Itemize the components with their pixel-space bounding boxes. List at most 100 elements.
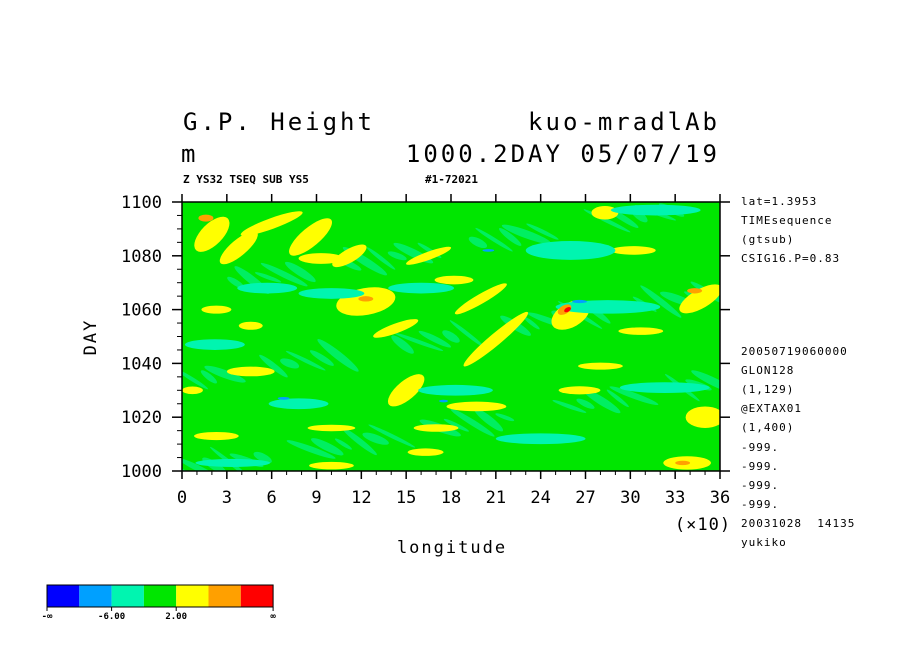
contour-blob	[564, 306, 571, 313]
contour-blob	[332, 244, 367, 268]
texture-streak	[259, 354, 288, 378]
contour-blob	[495, 433, 586, 445]
texture-streak	[495, 413, 515, 422]
contour-blob	[578, 362, 623, 370]
y-tick-label: 1100	[121, 193, 162, 213]
info-line: @EXTAX01	[741, 402, 802, 416]
info-line: TIMEsequence	[741, 214, 833, 228]
contour-blob	[387, 374, 425, 407]
contour-blob	[201, 305, 232, 314]
contour-blob	[555, 300, 661, 314]
texture-streak	[182, 369, 209, 390]
texture-streak	[394, 332, 444, 351]
contour-blob	[373, 319, 419, 338]
texture-streak	[582, 388, 621, 414]
legend-swatch	[47, 585, 80, 607]
texture-streak	[366, 247, 396, 270]
contour-blob	[219, 231, 258, 265]
y-tick-label: 1060	[121, 301, 162, 321]
texture-streak	[342, 427, 377, 456]
x-tick-label: 24	[530, 488, 550, 508]
texture-streak	[200, 370, 217, 384]
contour-blob	[298, 253, 344, 264]
contour-blob	[439, 399, 449, 403]
texture-streak	[468, 236, 488, 249]
texture-streak	[474, 408, 504, 432]
texture-streak	[204, 365, 246, 383]
texture-streak	[368, 424, 416, 448]
contour-blob	[182, 386, 203, 395]
texture-streak	[475, 227, 513, 252]
chart-title: G.P. Height	[183, 108, 375, 136]
color-legend: -∞ -6.00 2.00 ∞	[42, 584, 276, 622]
info-line: (1,129)	[741, 383, 795, 397]
info-line: -999.	[741, 459, 780, 473]
texture-streak	[280, 358, 300, 369]
y-tick-label: 1000	[121, 462, 162, 482]
contour-blob	[446, 401, 507, 412]
x-tick-label: 0	[177, 488, 187, 508]
info-line: (gtsub)	[741, 233, 795, 247]
contour-blob	[572, 299, 587, 304]
legend-swatch	[208, 585, 241, 607]
contour-blob	[610, 246, 656, 255]
contour-blob	[307, 424, 356, 432]
texture-streak	[498, 228, 522, 246]
y-axis-label: DAY	[81, 319, 101, 356]
texture-streak	[391, 335, 414, 354]
texture-streak	[309, 350, 334, 366]
legend-swatch	[176, 585, 209, 607]
contour-blob	[184, 339, 245, 350]
texture-streak	[552, 400, 587, 413]
x-tick-label: 21	[486, 488, 506, 508]
texture-streak	[640, 285, 682, 318]
contour-blob	[618, 327, 664, 335]
texture-streak	[418, 330, 452, 348]
texture-streak	[691, 370, 720, 395]
contour-blob	[195, 458, 271, 467]
info-line: (1,400)	[741, 421, 795, 435]
y-tick-label: 1020	[121, 408, 162, 428]
texture-streak	[523, 316, 540, 330]
contour-blob	[298, 288, 365, 299]
texture-streak	[362, 432, 389, 445]
legend-label: -6.00	[98, 612, 125, 622]
contour-blob	[434, 275, 474, 285]
info-line: -999.	[741, 440, 780, 454]
contour-blob	[482, 249, 495, 252]
info-line: lat=1.3953	[741, 195, 818, 208]
info-line: -999.	[741, 478, 780, 492]
contour-blob	[268, 398, 329, 410]
contour-blob	[679, 284, 720, 314]
texture-streak	[501, 224, 551, 244]
contour-blob	[685, 406, 720, 428]
x-tick-label: 18	[441, 488, 461, 508]
contour-blob	[687, 288, 703, 294]
texture-streak	[182, 458, 218, 471]
x-tick-label: 33	[665, 488, 685, 508]
contour-blob	[463, 311, 529, 367]
info-line: -999.	[741, 497, 780, 511]
contour-blob	[309, 461, 354, 470]
contour-blob	[525, 241, 616, 260]
x-tick-label: 9	[311, 488, 321, 508]
x-tick-label: 6	[267, 488, 277, 508]
x-tick-label: 3	[222, 488, 232, 508]
contour-blob	[358, 296, 374, 302]
contour-blob	[406, 246, 452, 265]
record-subtitle: #1-72021	[425, 173, 478, 186]
texture-streak	[310, 438, 344, 456]
info-line: 20050719060000	[741, 345, 848, 358]
x-axis-multiplier: (×10)	[675, 515, 731, 535]
contour-blob	[388, 282, 454, 294]
info-line: yukiko	[741, 536, 787, 549]
chart-units: m	[181, 140, 199, 168]
legend-label: -∞	[42, 612, 53, 622]
legend-swatch	[240, 585, 274, 607]
x-tick-label: 15	[396, 488, 416, 508]
texture-streak	[254, 272, 282, 283]
contour-blob	[226, 366, 275, 377]
contour-blob	[193, 431, 239, 441]
contour-blob	[619, 382, 710, 393]
